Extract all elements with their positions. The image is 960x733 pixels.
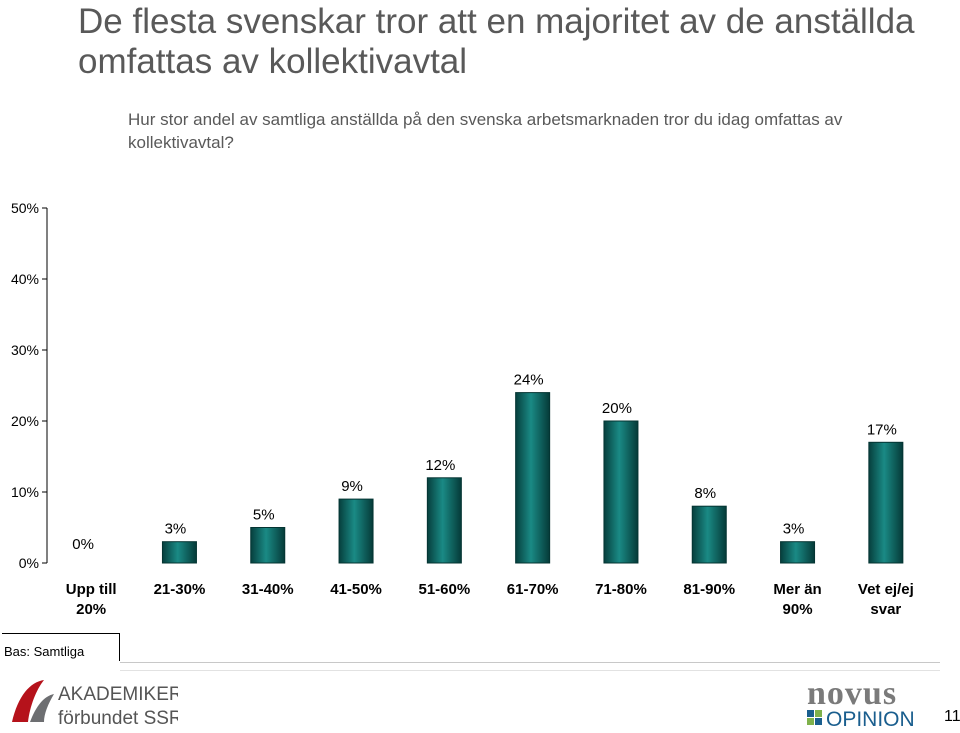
x-tick-label: Vet ej/ej svar [858,581,914,618]
survey-question: Hur stor andel av samtliga anställda på … [128,110,843,152]
y-tick-label: 10% [11,484,39,500]
x-tick-label-line: Upp till [66,581,117,598]
footer-divider-light [120,670,940,671]
x-tick-label: 21-30% [154,581,206,598]
footer-divider [120,662,940,663]
y-tick-label: 20% [11,413,39,429]
data-label: 9% [341,478,363,495]
bar [603,420,639,564]
data-label: 12% [425,457,455,474]
page-number: 11 [944,708,960,725]
novus-square-2 [815,710,822,717]
page-title: De flesta svenskar tror att en majoritet… [78,2,915,81]
x-tick-label: 71-80% [595,581,647,598]
x-tick-label: 31-40% [242,581,294,598]
bar-chart: 0% 10% 20% 30% 40% 50% 0% Upp till 20% 3% 21-30% 5… [11,200,914,618]
novus-square-1 [807,710,814,717]
data-label: 24% [514,372,544,389]
x-tick-label-line: 20% [76,601,106,618]
x-tick-label-line: 61-70% [507,581,559,598]
data-label: 3% [165,521,187,538]
novus-text: novus [807,678,897,712]
bar [691,505,727,564]
forbundet-ssr-text: förbundet SSR [58,708,178,728]
data-label: 3% [783,521,805,538]
y-tick-label: 40% [11,271,39,287]
akademiker-ssr-logo-mark [12,680,44,722]
akademiker-text: AKADEMIKER [58,684,178,705]
opinion-text: OPINION [826,708,915,730]
bar [250,527,286,564]
x-tick-label: 51-60% [418,581,470,598]
data-label: 17% [867,421,897,438]
bar [161,541,197,564]
bar [515,392,551,564]
x-tick-label: 61-70% [507,581,559,598]
x-tick-label-line: svar [870,601,901,618]
x-tick-label: Mer än 90% [773,581,821,618]
x-tick-label-line: 41-50% [330,581,382,598]
novus-square-3 [807,718,814,725]
base-note: Bas: Samtliga [2,633,120,661]
x-tick-label: 81-90% [683,581,735,598]
y-tick-label: 0% [19,555,39,571]
x-tick-label: Upp till 20% [66,581,117,618]
bar [338,498,374,564]
x-tick-label-line: 51-60% [418,581,470,598]
bar [780,541,816,564]
x-tick-label: 41-50% [330,581,382,598]
x-tick-label-line: 21-30% [154,581,206,598]
novus-square-4 [815,718,822,725]
x-tick-label-line: Vet ej/ej [858,581,914,598]
bar [868,441,904,564]
bar [426,477,462,564]
x-tick-label-line: 90% [783,601,813,618]
x-tick-label-line: Mer än [773,581,821,598]
data-label: 5% [253,507,275,524]
akademiker-ssr-logo: AKADEMIKER förbundet SSR [12,680,178,728]
y-tick-label: 30% [11,342,39,358]
data-label: 20% [602,400,632,417]
novus-opinion-logo: novus OPINION [807,678,915,730]
y-tick-label: 50% [11,200,39,216]
x-tick-label-line: 81-90% [683,581,735,598]
data-label: 8% [694,485,716,502]
x-tick-label-line: 71-80% [595,581,647,598]
x-tick-label-line: 31-40% [242,581,294,598]
data-label: 0% [72,536,94,553]
